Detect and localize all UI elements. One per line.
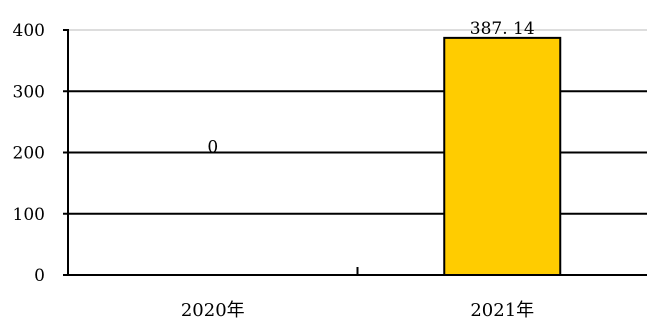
x-category-label-1: 2021年 bbox=[470, 300, 534, 320]
y-tick-label-0: 0 bbox=[34, 266, 45, 286]
y-tick-label-400: 400 bbox=[13, 21, 45, 41]
y-tick-label-200: 200 bbox=[13, 144, 45, 164]
y-axis-ticks: 0 100 200 300 400 bbox=[13, 21, 68, 286]
y-tick-label-300: 300 bbox=[13, 82, 45, 102]
bars bbox=[443, 36, 562, 276]
x-axis-categories: 2020年 2021年 bbox=[181, 300, 534, 320]
data-label-1: 387. 14 bbox=[470, 19, 535, 39]
y-tick-label-100: 100 bbox=[13, 205, 45, 225]
data-label-0: 0 bbox=[207, 138, 218, 158]
data-labels: 0 387. 14 bbox=[207, 19, 534, 158]
x-category-label-0: 2020年 bbox=[181, 300, 245, 320]
bar-1 bbox=[443, 36, 562, 276]
